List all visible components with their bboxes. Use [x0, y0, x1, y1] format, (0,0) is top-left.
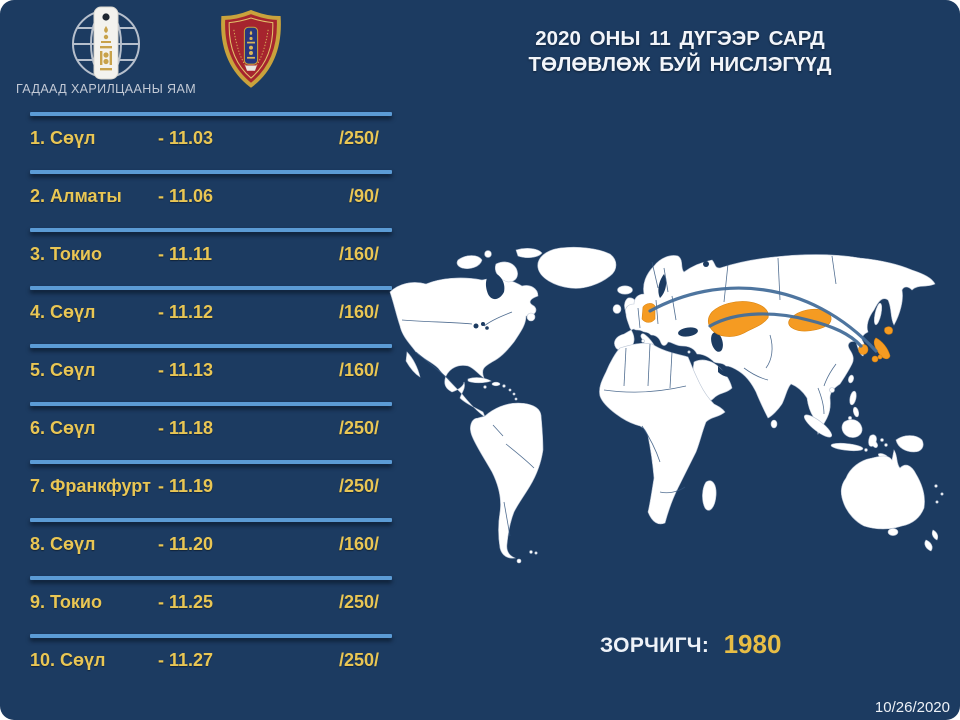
row-divider	[30, 170, 392, 174]
row-divider	[30, 286, 392, 290]
flight-date: - 11.20	[158, 534, 214, 554]
flight-passengers: /250/	[338, 128, 379, 148]
madagascar	[702, 480, 717, 511]
flight-date: - 11.06	[158, 186, 214, 206]
row-divider	[30, 634, 392, 638]
flight-date: - 11.25	[158, 592, 214, 612]
slide-title-line2: ТӨЛӨВЛӨЖ БУЙ НИСЛЭГҮҮД	[528, 53, 832, 76]
flight-passengers: /90/	[348, 186, 379, 206]
soyombo-icon	[100, 26, 112, 71]
greenland	[537, 246, 617, 289]
country-japan-shikoku	[877, 354, 883, 360]
flight-passengers: /250/	[338, 592, 379, 612]
passenger-summary-value: 1980	[723, 629, 782, 659]
passenger-summary: ЗОРЧИГЧ: 1980	[600, 629, 781, 660]
flight-row: 6. Сөүл - 11.18 /250/	[30, 402, 392, 460]
map-inland-water	[473, 261, 732, 377]
continent-africa	[599, 342, 726, 525]
slide-title: 2020 ОНЫ 11 ДҮГЭЭР САРД ТӨЛӨВЛӨЖ БУЙ НИС…	[480, 26, 880, 78]
flight-date: - 11.13	[158, 360, 214, 380]
flight-date: - 11.12	[158, 302, 214, 322]
map-land	[389, 246, 944, 564]
flight-row: 7. Франкфурт - 11.19 /250/	[30, 460, 392, 518]
flight-row: 3. Токио - 11.11 /160/	[30, 228, 392, 286]
flight-destination: 4. Сөүл	[30, 302, 96, 322]
flight-destination: 5. Сөүл	[30, 360, 96, 380]
passenger-summary-label: ЗОРЧИГЧ:	[600, 634, 710, 657]
logo-dot	[102, 13, 110, 21]
flight-destination: 7. Франкфурт	[30, 476, 151, 496]
country-japan-kyushu	[871, 355, 879, 363]
flight-passengers: /250/	[338, 476, 379, 496]
flight-row: 9. Токио - 11.25 /250/	[30, 576, 392, 634]
flight-destination: 9. Токио	[30, 592, 102, 612]
flight-row: 5. Сөүл - 11.13 /160/	[30, 344, 392, 402]
flight-passengers: /250/	[338, 650, 379, 670]
world-map	[389, 246, 944, 564]
slide-date: 10/26/2020	[874, 699, 950, 716]
highlighted-countries	[641, 301, 893, 363]
agency-shield-emblem	[221, 10, 281, 88]
flight-date: - 11.11	[158, 244, 213, 264]
flight-passengers: /160/	[338, 534, 379, 554]
flight-destination: 8. Сөүл	[30, 534, 96, 554]
shield-base	[245, 65, 257, 71]
flight-passengers: /160/	[338, 302, 379, 322]
row-divider	[30, 460, 392, 464]
route-arc-germany-east-asia	[648, 286, 878, 353]
row-divider	[30, 228, 392, 232]
flight-date: - 11.19	[158, 476, 214, 496]
row-divider	[30, 344, 392, 348]
flight-row: 8. Сөүл - 11.20 /160/	[30, 518, 392, 576]
flight-passengers: /160/	[338, 244, 379, 264]
row-divider	[30, 112, 392, 116]
flight-destination: 2. Алматы	[30, 186, 122, 206]
flight-destination: 1. Сөүл	[30, 128, 96, 148]
flight-passengers: /250/	[338, 418, 379, 438]
ministry-logo-caption: ГАДААД ХАРИЛЦААНЫ ЯАМ	[15, 82, 197, 96]
new-guinea	[895, 435, 924, 453]
flight-date: - 11.03	[158, 128, 214, 148]
row-divider	[30, 576, 392, 580]
flight-destination: 6. Сөүл	[30, 418, 96, 438]
shield-soyombo-icon	[247, 30, 255, 59]
ministry-logo: ГАДААД ХАРИЛЦААНЫ ЯАМ	[0, 0, 212, 108]
country-japan-hokkaido	[884, 326, 893, 335]
country-kazakhstan	[707, 301, 769, 337]
flight-row: 10. Сөүл - 11.27 /250/	[30, 634, 392, 692]
row-divider	[30, 402, 392, 406]
flight-date: - 11.27	[158, 650, 214, 670]
route-arc-kazakhstan-mongolia-korea	[708, 312, 863, 348]
continent-north-america	[389, 277, 539, 418]
row-divider	[30, 518, 392, 522]
globe-icon	[72, 6, 140, 80]
flight-table: 1. Сөүл - 11.03 /250/ 2. Алматы - 11.06 …	[30, 112, 392, 692]
flight-destination: 10. Сөүл	[30, 650, 106, 670]
flight-passengers: /160/	[338, 360, 379, 380]
flight-row: 2. Алматы - 11.06 /90/	[30, 170, 392, 228]
slide-title-line1: 2020 ОНЫ 11 ДҮГЭЭР САРД	[535, 27, 825, 50]
flight-row: 1. Сөүл - 11.03 /250/	[30, 112, 392, 170]
country-japan-honshu	[873, 337, 891, 360]
continent-south-america	[470, 402, 544, 559]
flight-routes	[648, 286, 878, 353]
flight-destination: 3. Токио	[30, 244, 102, 264]
flight-row: 4. Сөүл - 11.12 /160/	[30, 286, 392, 344]
continent-australia	[840, 449, 925, 530]
flight-date: - 11.18	[158, 418, 214, 438]
country-germany	[641, 303, 656, 323]
